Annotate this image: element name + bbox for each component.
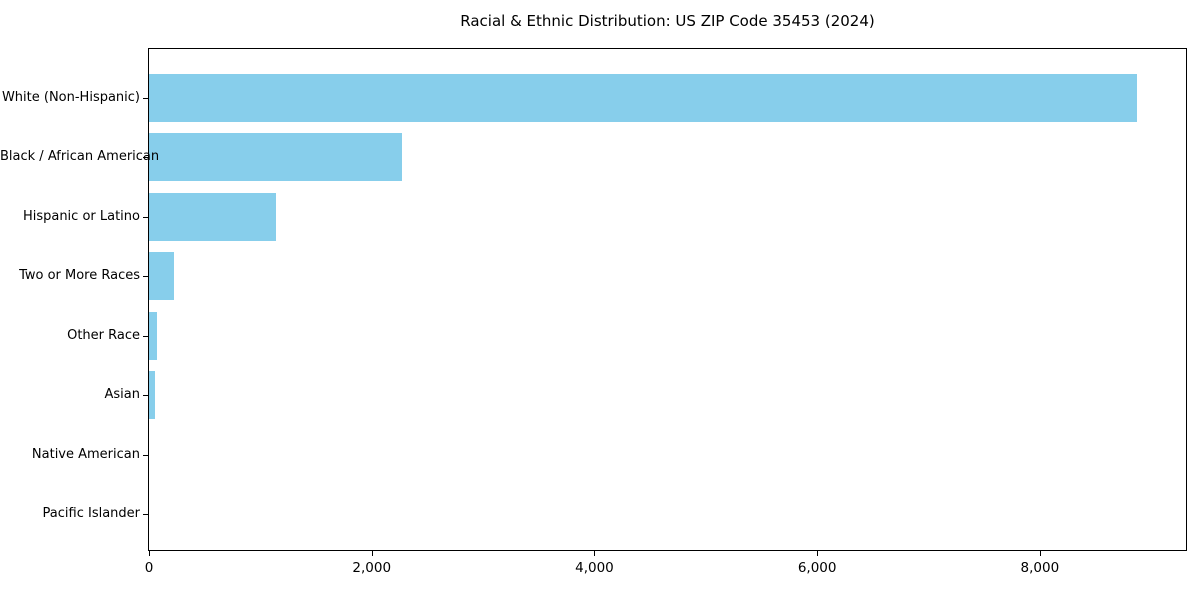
bar (149, 311, 157, 360)
y-tick-mark (143, 514, 148, 516)
y-tick-label: Two or More Races (19, 268, 140, 284)
y-tick-mark (143, 157, 148, 159)
x-tick-label: 6,000 (797, 560, 837, 576)
x-tick-mark (371, 551, 373, 556)
y-tick-mark (143, 216, 148, 218)
y-tick-label: White (Non-Hispanic) (1, 89, 140, 105)
x-tick-label: 0 (144, 560, 154, 576)
y-tick-label: Hispanic or Latino (22, 208, 140, 224)
y-tick-mark (143, 276, 148, 278)
x-tick-label: 2,000 (352, 560, 392, 576)
bar (149, 73, 1137, 122)
y-tick-mark (143, 97, 148, 99)
plot-area (148, 48, 1187, 551)
x-tick-label: 8,000 (1020, 560, 1060, 576)
x-tick-mark (1039, 551, 1041, 556)
bar (149, 252, 174, 301)
y-tick-mark (143, 335, 148, 337)
y-tick-mark (143, 395, 148, 397)
x-tick-mark (594, 551, 596, 556)
y-tick-label: Other Race (67, 327, 140, 343)
bar (149, 192, 276, 241)
x-tick-label: 4,000 (575, 560, 614, 576)
bar (149, 133, 402, 182)
x-tick-mark (149, 551, 150, 556)
y-tick-label: Asian (104, 387, 140, 403)
bar (149, 371, 155, 420)
x-tick-mark (817, 551, 819, 556)
y-tick-label: Native American (31, 446, 140, 462)
chart-title: Racial & Ethnic Distribution: US ZIP Cod… (460, 12, 875, 30)
y-tick-mark (143, 454, 148, 456)
y-tick-label: Black / African American (0, 149, 160, 165)
y-tick-label: Pacific Islander (42, 506, 140, 522)
